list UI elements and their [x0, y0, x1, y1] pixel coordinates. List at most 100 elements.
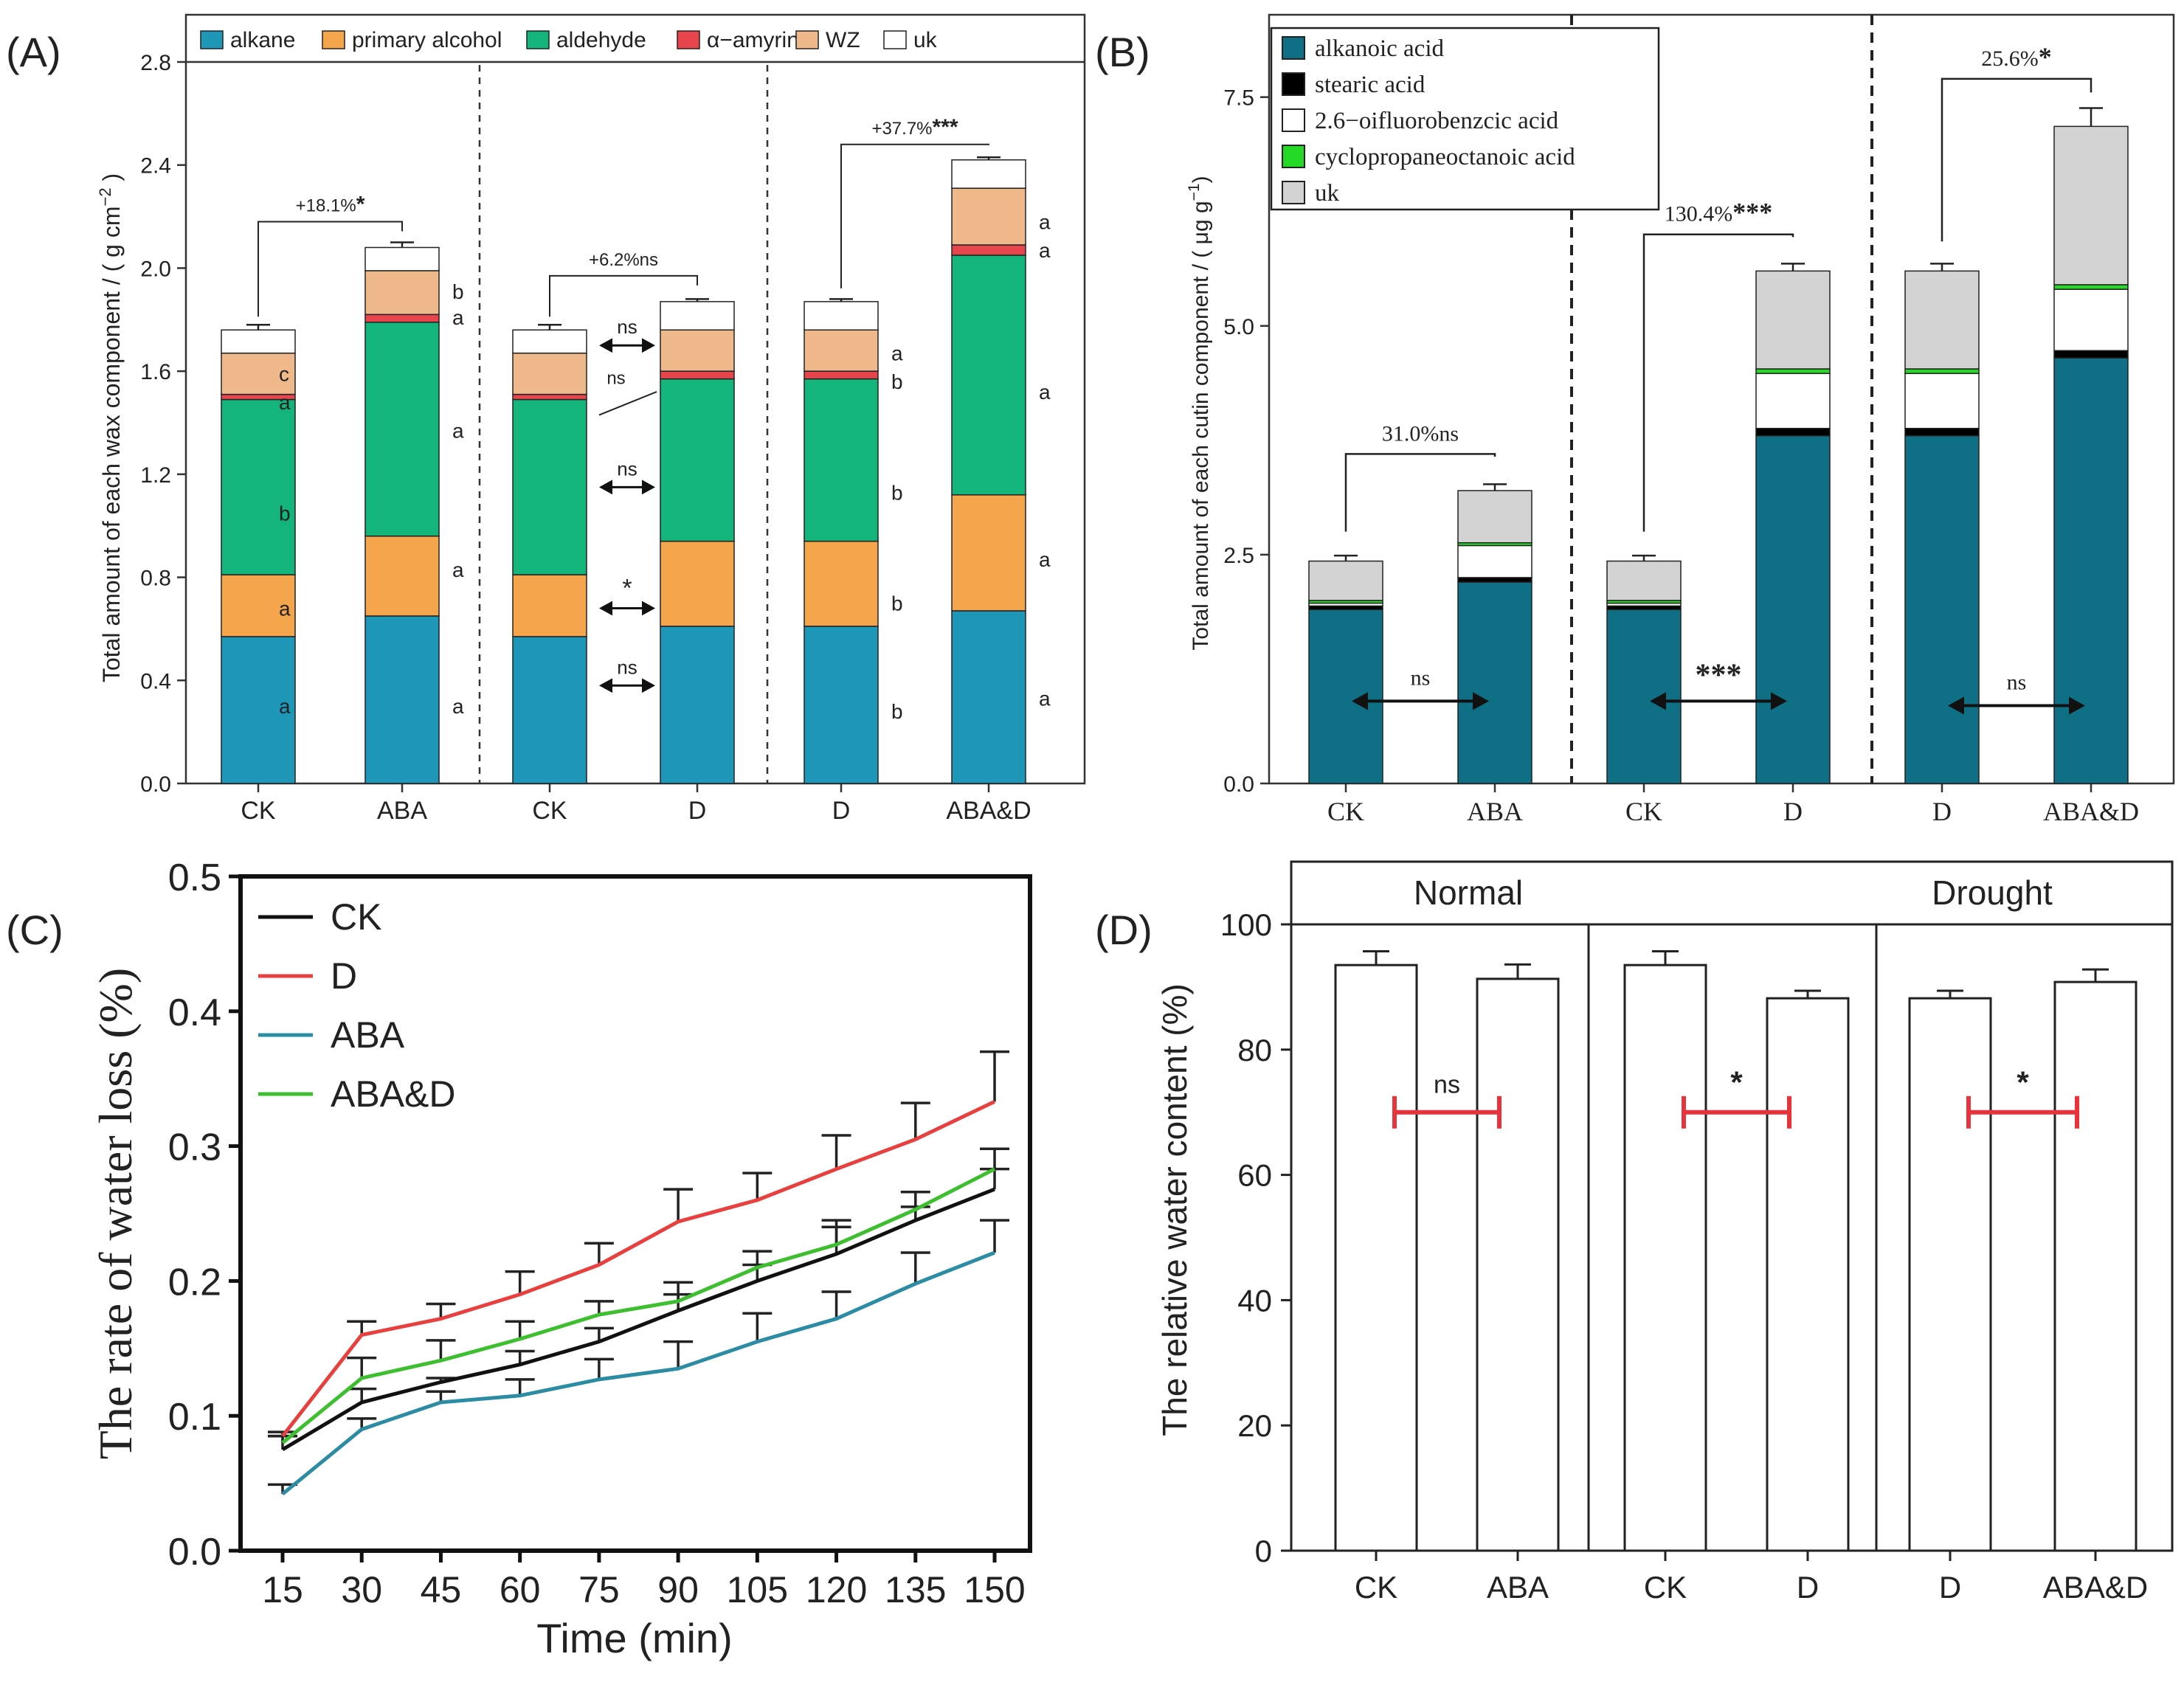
cutin-bar-stearic-acid-1 [1457, 577, 1532, 583]
wax-y-tick-label: 2.0 [140, 257, 171, 281]
cutin-bar-cyclopropaneoctanoic-acid-5 [2053, 284, 2129, 290]
wax-legend-swatch-alkane [200, 30, 224, 49]
cutin-x-tick-label-ck: CK [1625, 797, 1662, 826]
wax-bar-amyrin-1 [364, 314, 440, 323]
rwc-x-tick-label-aba: ABA [1487, 1570, 1549, 1605]
water-loss-legend-label-d: D [331, 955, 357, 997]
wax-legend-swatch-primary-alcohol [322, 30, 345, 49]
cutin-bar-stearic-acid-3 [1755, 427, 1831, 437]
cutin-bracket-label: 31.0%ns [1382, 421, 1459, 446]
wax-x-tick-label-ck: CK [241, 797, 276, 825]
panel-label-c: (C) [6, 907, 63, 953]
panel-label-b: (B) [1095, 29, 1150, 75]
wax-bar-wz-0 [221, 352, 296, 395]
wax-bar-primary-alcohol-2 [512, 574, 587, 637]
water-loss-x-tick-label: 30 [341, 1569, 382, 1610]
rwc-plot-frame [1290, 860, 2174, 1552]
cutin-plot-frame [1268, 13, 2175, 785]
wax-significance-letter: a [452, 306, 464, 329]
cutin-bar-alkanoic-acid-4 [1904, 435, 1980, 784]
cutin-legend-box [1270, 27, 1660, 211]
rwc-bar-4 [1908, 997, 1992, 1552]
water-loss-y-tick-label: 0.1 [168, 1396, 221, 1439]
wax-bar-alkane-2 [512, 636, 587, 784]
rwc-x-tick-label-d: D [1797, 1570, 1819, 1605]
wax-y-tick-label: 2.4 [140, 154, 171, 179]
wax-bracket-label: +6.2%ns [589, 250, 658, 270]
cutin-comparison-bracket [1642, 233, 1794, 532]
wax-bar-alkane-1 [364, 615, 440, 784]
wax-comparison-arrow-head-left [599, 601, 612, 616]
water-loss-chart: 0.0 0.1 0.2 0.3 0.4 0.5 15 30 45 60 75 90 105 120 135 1… [89, 856, 1032, 1661]
wax-significance-letter: b [891, 481, 903, 504]
cutin-bar-2-6-oifluorobenzcic-acid-4 [1904, 373, 1980, 429]
wax-significance-letter: b [891, 370, 903, 393]
cutin-bar-stearic-acid-5 [2053, 350, 2129, 359]
wax-significance-letter: a [279, 391, 291, 414]
wax-y-axis-label: Total amount of each wax component / ( g… [96, 173, 125, 682]
wax-bar-aldehyde-1 [364, 322, 440, 537]
rwc-comparison-label: * [1730, 1065, 1743, 1100]
wax-comparison-arrow-head-right [642, 678, 655, 693]
rwc-bar-1 [1476, 977, 1560, 1552]
cutin-x-tick-label-aba: ABA [1467, 797, 1523, 826]
wax-bar-uk-4 [804, 301, 879, 331]
wax-comparison-arrow-head-right [642, 480, 655, 495]
rwc-header-drought: Drought [1932, 873, 2053, 912]
cutin-bracket-label: 25.6%* [1981, 42, 2052, 72]
water-loss-y-tick-label: 0.3 [168, 1126, 221, 1169]
wax-significance-letter: b [279, 502, 291, 525]
wax-significance-letter: b [452, 280, 464, 303]
cutin-y-axis-label: Total amount of each cutin component / (… [1186, 176, 1213, 650]
wax-significance-letter: c [279, 363, 289, 386]
cutin-bar-stearic-acid-4 [1904, 427, 1980, 437]
cutin-x-tick-label-aba-d: ABA&D [2043, 797, 2139, 826]
wax-arrow-label: * [622, 574, 632, 602]
wax-bar-primary-alcohol-5 [951, 494, 1026, 612]
water-loss-plot-frame [238, 874, 1032, 1553]
cutin-x-tick-label-ck: CK [1327, 797, 1364, 826]
cutin-arrow-label: ns [2007, 671, 2027, 695]
rwc-comparison-label: ns [1434, 1071, 1460, 1099]
wax-bar-aldehyde-0 [221, 398, 296, 575]
rwc-bar-0 [1334, 963, 1418, 1552]
wax-bar-amyrin-5 [951, 244, 1026, 256]
cutin-y-tick-label: 0.0 [1223, 772, 1254, 797]
cutin-arrow-label: *** [1696, 658, 1742, 692]
water-loss-y-axis-label: The rate of water loss (%) [89, 968, 142, 1459]
wax-comparison-arrow-head-left [599, 678, 612, 693]
rwc-x-tick-label-aba-d: ABA&D [2043, 1570, 2148, 1605]
wax-y-tick-label: 0.0 [140, 772, 171, 797]
wax-legend-swatch-amyrin [677, 30, 700, 49]
rwc-y-tick-label: 60 [1237, 1158, 1272, 1193]
wax-significance-letter: b [891, 700, 903, 723]
wax-x-tick-label-aba: ABA [377, 797, 427, 825]
water-loss-y-tick-label: 0.4 [168, 991, 221, 1034]
cutin-arrow-label: ns [1411, 665, 1431, 690]
rwc-x-tick-label-ck: CK [1644, 1570, 1687, 1605]
cutin-comparison-arrow-head-left [1352, 692, 1368, 710]
cutin-legend-swatch-stearic-acid [1282, 72, 1305, 96]
cutin-legend-swatch-2-6-oifluorobenzcic-acid [1282, 108, 1305, 132]
water-loss-x-tick-label: 150 [964, 1569, 1025, 1610]
wax-significance-letter: a [1039, 239, 1051, 262]
cutin-bar-uk-3 [1755, 270, 1831, 370]
wax-x-tick-label-ck: CK [532, 797, 567, 825]
wax-significance-letter: b [891, 592, 903, 615]
water-loss-y-tick-label: 0.2 [168, 1261, 221, 1304]
wax-legend-label-primary-alcohol: primary alcohol [352, 28, 502, 52]
wax-comparison-arrow-head-left [599, 480, 612, 495]
wax-bracket-label: +37.7%*** [871, 115, 958, 139]
wax-y-tick-label: 2.8 [140, 51, 171, 75]
cutin-comparison-arrow-head-left [1650, 692, 1666, 710]
wax-x-tick-label-d: D [832, 797, 851, 825]
water-loss-legend-label-aba: ABA [331, 1014, 405, 1056]
wax-bar-alkane-4 [804, 626, 879, 784]
wax-significance-letter: a [452, 695, 464, 718]
cutin-legend-swatch-uk [1282, 181, 1305, 204]
wax-bar-primary-alcohol-3 [660, 540, 735, 627]
rwc-bar-5 [2053, 980, 2138, 1552]
cutin-legend-swatch-cyclopropaneoctanoic-acid [1282, 145, 1305, 168]
wax-legend-swatch-aldehyde [526, 30, 550, 49]
wax-bracket-percent: +37.7% [871, 119, 932, 139]
